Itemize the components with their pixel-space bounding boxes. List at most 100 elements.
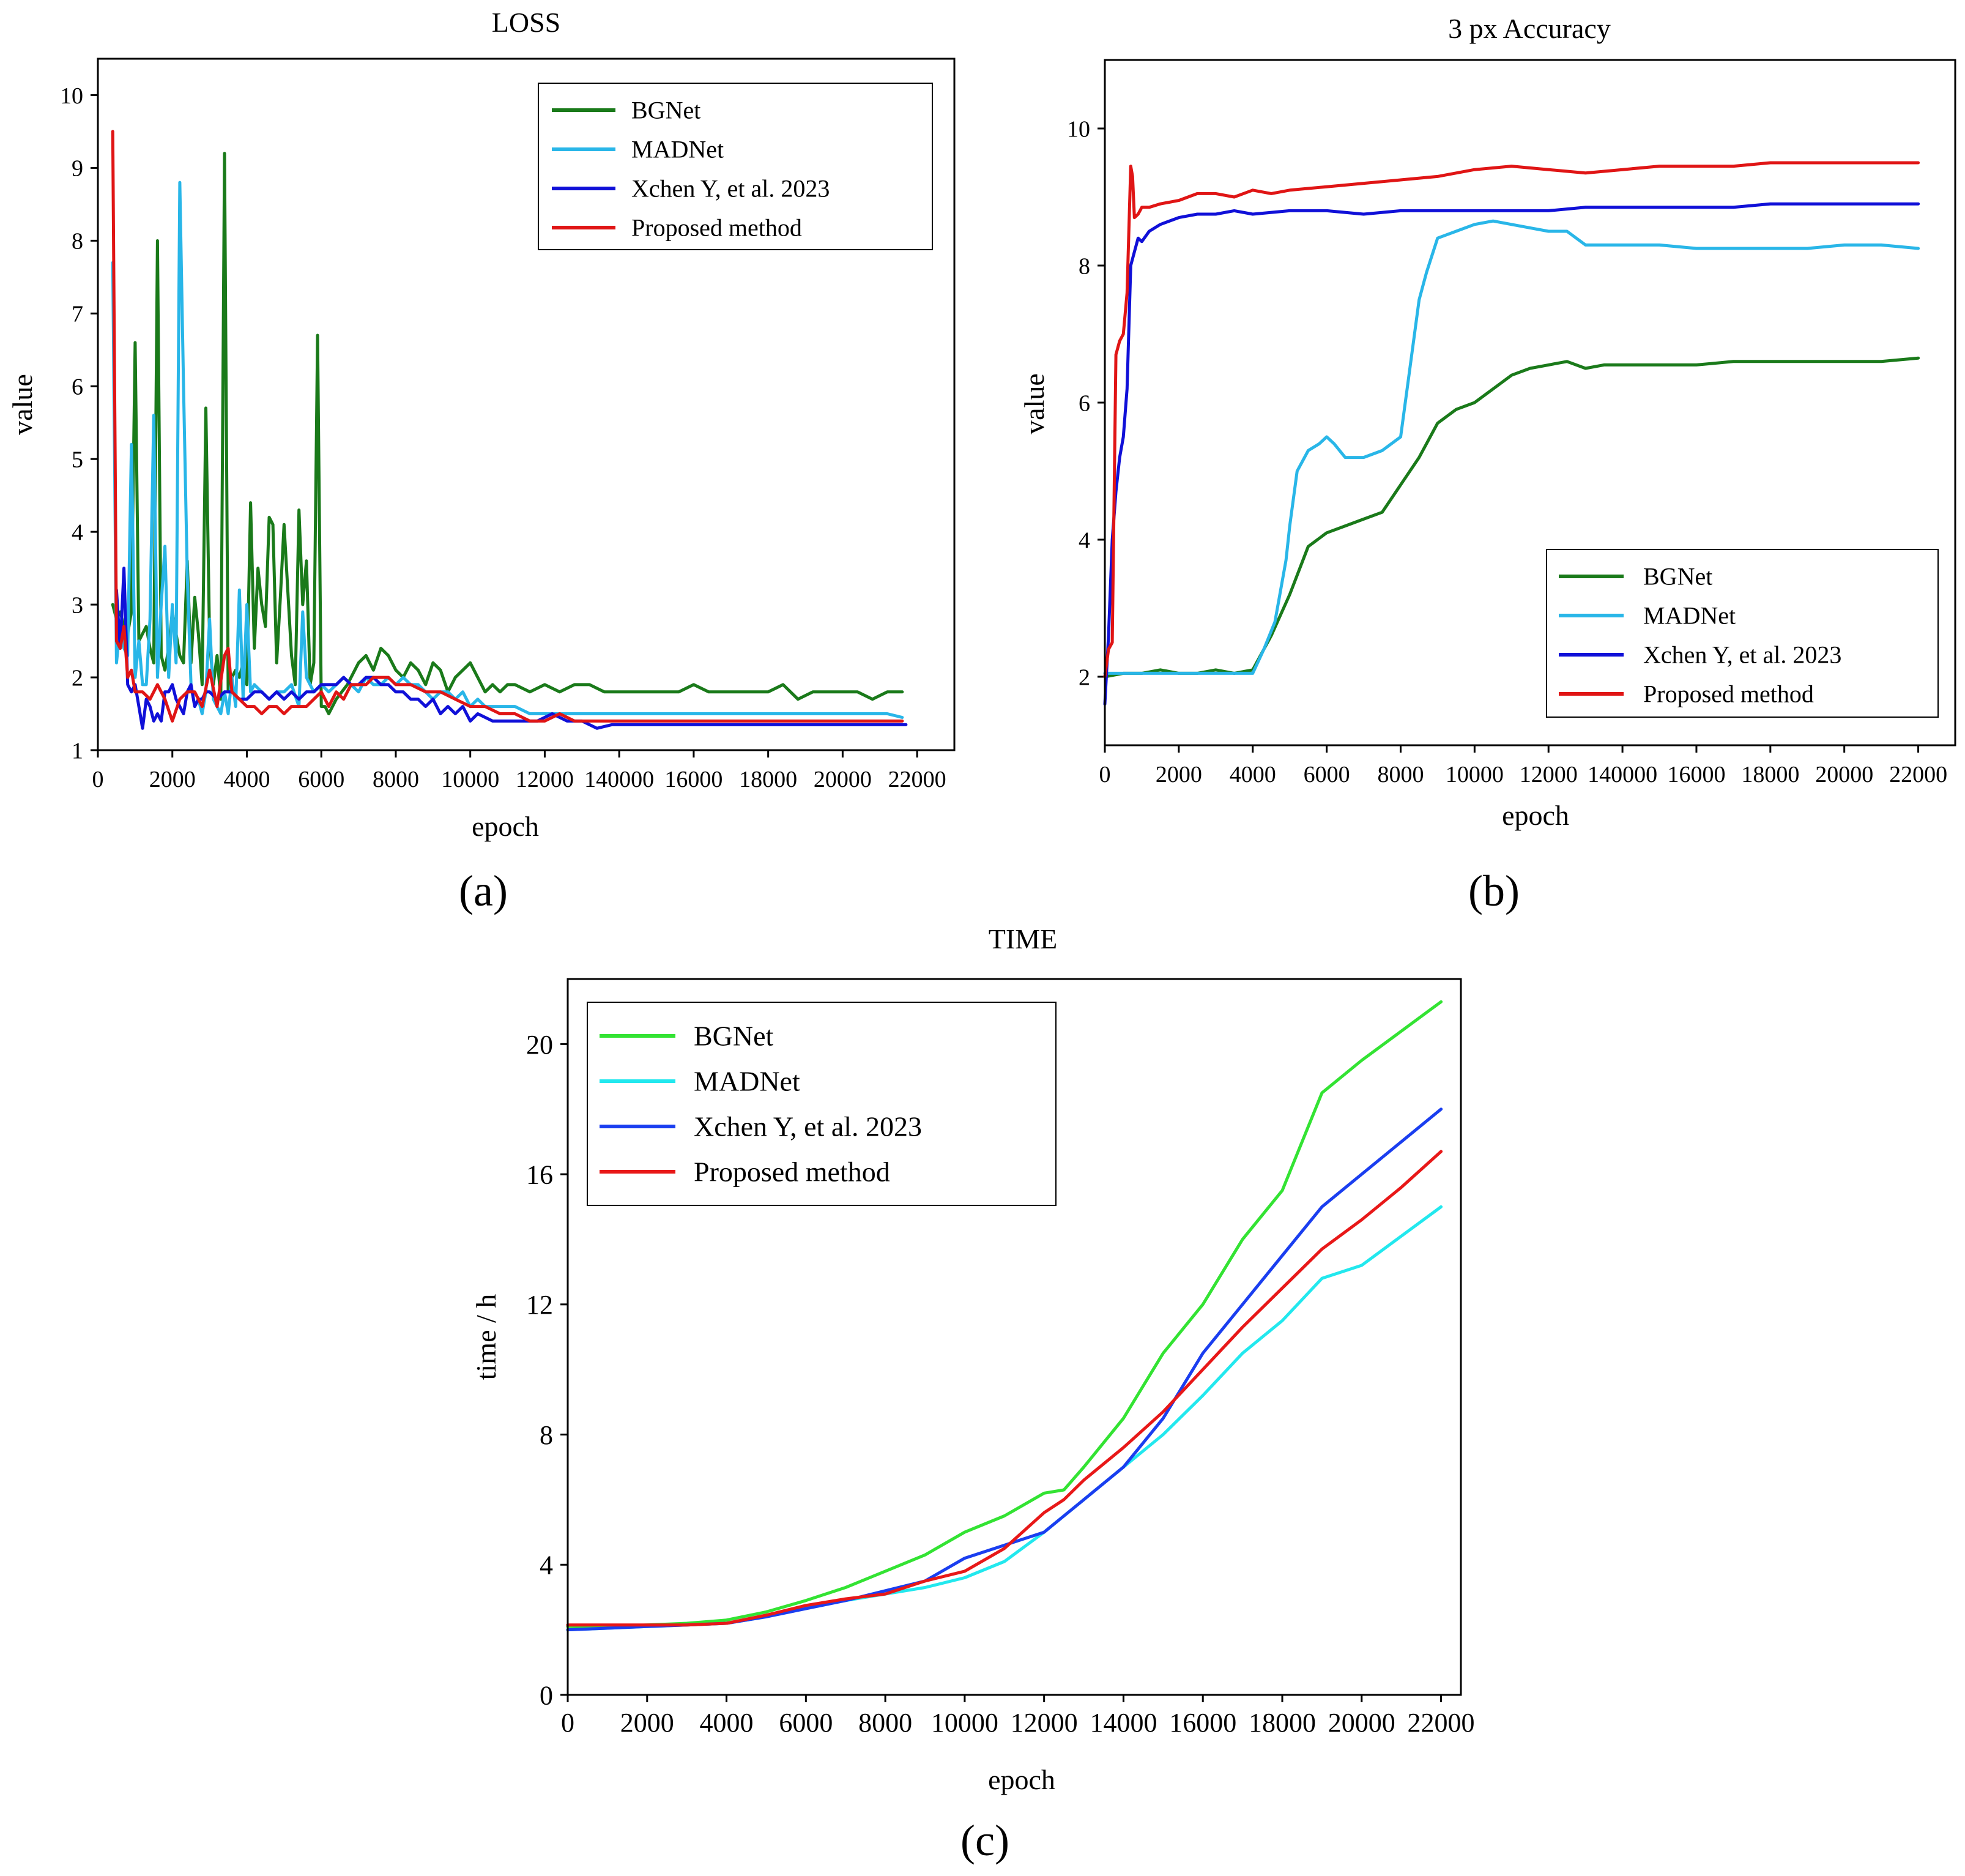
y-tick-label: 3 (72, 592, 83, 618)
x-tick-label: 2000 (620, 1708, 674, 1738)
y-tick-label: 6 (1079, 390, 1090, 416)
y-tick-label: 1 (72, 738, 83, 764)
y-axis-label: time / h (470, 1294, 502, 1380)
chart-title: 3 px Accuracy (1448, 13, 1611, 44)
x-tick-label: 18000 (1741, 762, 1799, 787)
y-tick-label: 2 (1079, 664, 1090, 690)
series-line-bgnet (111, 152, 904, 715)
chart-title: TIME (989, 923, 1057, 955)
x-tick-label: 22000 (1408, 1708, 1475, 1738)
legend-label: BGNet (1643, 562, 1712, 590)
legend-label: Xchen Y, et al. 2023 (1643, 641, 1841, 668)
legend: BGNet MADNet Xchen Y, et al. 2023 Proposed … (538, 83, 933, 250)
x-tick-label: 16000 (1667, 762, 1725, 787)
x-axis-label: epoch (1502, 800, 1569, 831)
y-tick-label: 0 (540, 1680, 553, 1710)
x-tick-label: 14000 (1090, 1708, 1157, 1738)
y-tick-label: 10 (1067, 116, 1090, 142)
x-tick-label: 16000 (664, 767, 722, 792)
series-line-xchen-y-et-al-2023 (1103, 202, 1920, 706)
series-line-bgnet (566, 1000, 1443, 1628)
x-tick-label: 140000 (584, 767, 654, 792)
legend-label: BGNet (694, 1020, 774, 1051)
plot-frame (1104, 59, 1956, 746)
x-axis-ticks: 0 2000 4000 6000 8000 10000 12000 14000 16000 180… (561, 1695, 1475, 1738)
y-tick-label: 7 (72, 302, 83, 327)
x-tick-label: 20000 (814, 767, 872, 792)
x-tick-label: 18000 (739, 767, 797, 792)
y-tick-label: 2 (72, 665, 83, 691)
legend-label: MADNet (694, 1065, 800, 1096)
x-tick-label: 16000 (1169, 1708, 1236, 1738)
x-tick-label: 18000 (1249, 1708, 1316, 1738)
y-tick-label: 10 (60, 83, 83, 109)
x-axis-ticks: 0 2000 4000 6000 8000 10000 12000 140000 16000 18… (1099, 745, 1947, 787)
legend-label: Xchen Y, et al. 2023 (631, 174, 830, 202)
y-tick-label: 5 (72, 447, 83, 473)
x-tick-label: 0 (1099, 762, 1111, 787)
y-axis-label: value (7, 374, 38, 435)
x-tick-label: 22000 (888, 767, 946, 792)
x-tick-label: 4000 (700, 1708, 754, 1738)
x-tick-label: 140000 (1588, 762, 1657, 787)
x-tick-label: 2000 (1156, 762, 1202, 787)
series-line-proposed-method (111, 130, 904, 723)
series-line-madnet (566, 1205, 1443, 1632)
y-axis-ticks: 0 4 8 12 16 20 (526, 1030, 568, 1710)
y-tick-label: 12 (526, 1290, 553, 1320)
series-line-proposed-method (1103, 161, 1920, 679)
x-tick-label: 10000 (931, 1708, 998, 1738)
x-tick-label: 10000 (1446, 762, 1504, 787)
legend: BGNet MADNet Xchen Y, et al. 2023 Proposed … (1546, 549, 1939, 718)
chart-title: LOSS (492, 7, 560, 38)
x-axis-label: epoch (988, 1764, 1055, 1795)
legend: BGNet MADNet Xchen Y, et al. 2023 Proposed … (587, 1002, 1057, 1206)
panel-caption: (b) (1468, 866, 1520, 915)
x-axis-ticks: 0 2000 4000 6000 8000 10000 12000 140000 16000 18… (92, 750, 946, 792)
plot-frame (97, 58, 956, 751)
x-tick-label: 12000 (1011, 1708, 1078, 1738)
series-line-bgnet (1103, 356, 1920, 679)
series-line-madnet (1103, 219, 1920, 675)
x-tick-label: 6000 (298, 767, 344, 792)
x-tick-label: 12000 (516, 767, 574, 792)
x-axis-label: epoch (472, 811, 539, 842)
y-tick-label: 9 (72, 156, 83, 182)
x-tick-label: 4000 (223, 767, 270, 792)
loss-chart: LOSS 0 2000 4000 6000 8000 10000 12000 140000 16… (7, 7, 956, 915)
plot-series (111, 130, 908, 730)
x-tick-label: 4000 (1230, 762, 1276, 787)
x-tick-label: 6000 (1304, 762, 1350, 787)
y-axis-label: value (1019, 373, 1050, 434)
y-axis-ticks: 1 2 3 4 5 6 7 8 9 10 (60, 83, 98, 764)
y-tick-label: 16 (526, 1159, 553, 1189)
legend-label: Xchen Y, et al. 2023 (694, 1111, 922, 1142)
panel-caption: (a) (459, 866, 508, 915)
x-tick-label: 8000 (373, 767, 419, 792)
legend-label: Proposed method (631, 214, 802, 241)
series-line-proposed-method (566, 1150, 1443, 1627)
y-tick-label: 6 (72, 374, 83, 400)
legend-label: BGNet (631, 96, 700, 124)
x-tick-label: 8000 (1377, 762, 1424, 787)
y-tick-label: 8 (1079, 253, 1090, 279)
plot-series (1103, 161, 1920, 706)
x-tick-label: 20000 (1328, 1708, 1395, 1738)
x-tick-label: 6000 (779, 1708, 833, 1738)
x-tick-label: 0 (92, 767, 104, 792)
y-tick-label: 20 (526, 1030, 553, 1060)
legend-label: MADNet (1643, 601, 1736, 629)
series-line-madnet (111, 181, 904, 719)
time-chart: TIME 0 2000 4000 6000 8000 10000 12000 14000 160… (470, 923, 1475, 1865)
x-tick-label: 2000 (149, 767, 196, 792)
x-tick-label: 12000 (1520, 762, 1578, 787)
plot-frame (566, 978, 1462, 1696)
y-tick-label: 4 (72, 519, 83, 545)
x-tick-label: 0 (561, 1708, 574, 1738)
legend-label: Proposed method (694, 1156, 890, 1187)
x-tick-label: 22000 (1889, 762, 1947, 787)
y-tick-label: 4 (540, 1550, 553, 1580)
accuracy-chart: 3 px Accuracy 0 2000 4000 6000 8000 10000 1200… (1019, 13, 1956, 915)
plot-series (566, 1000, 1443, 1632)
